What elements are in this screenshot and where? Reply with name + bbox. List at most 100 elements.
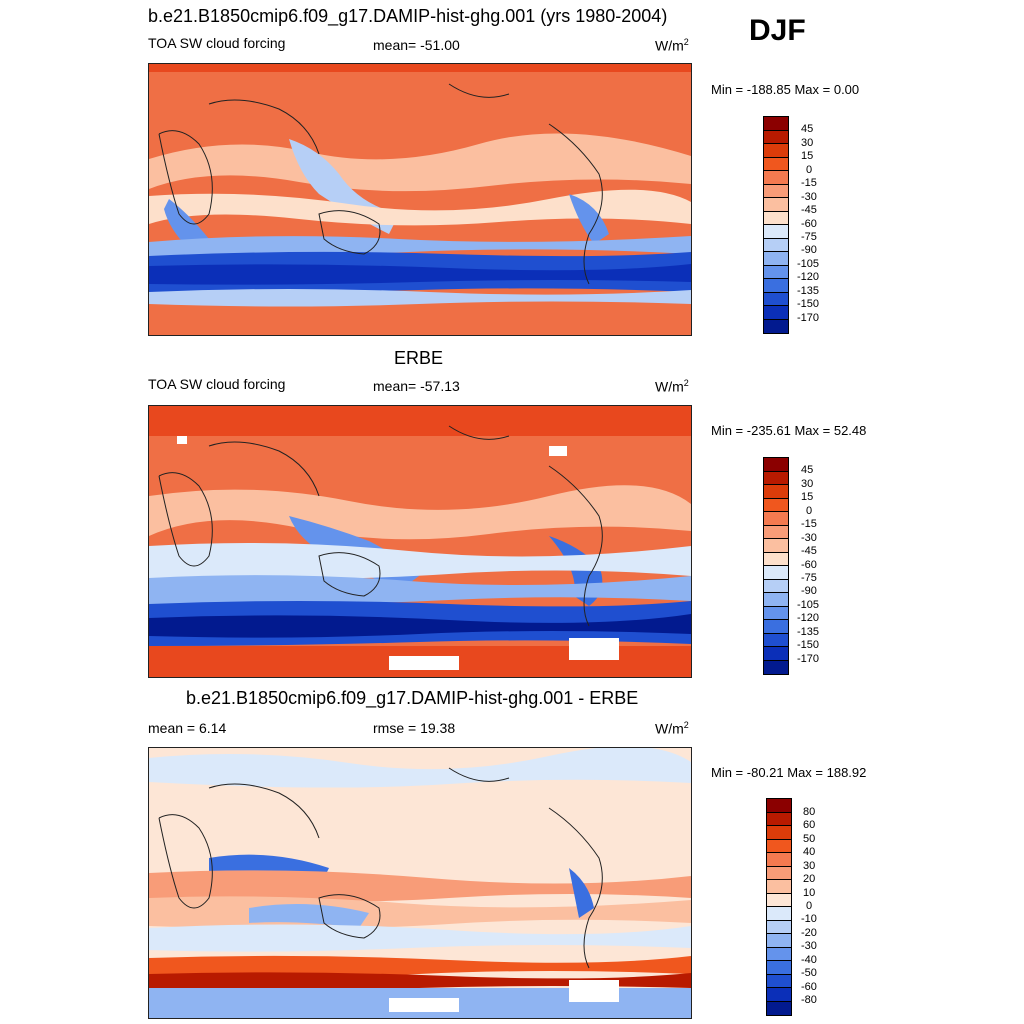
colorbar-swatch bbox=[764, 198, 788, 212]
colorbar-swatch bbox=[767, 840, 791, 853]
panel-3-min-max: Min = -80.21 Max = 188.92 bbox=[711, 765, 867, 780]
panel-3-title: b.e21.B1850cmip6.f09_g17.DAMIP-hist-ghg.… bbox=[186, 688, 639, 708]
colorbar-swatch bbox=[764, 266, 788, 279]
colorbar-tick: -15 bbox=[801, 518, 817, 530]
colorbar-swatch bbox=[767, 975, 791, 988]
colorbar-swatch bbox=[767, 1002, 791, 1015]
season-label: DJF bbox=[749, 14, 806, 47]
panel-2-min-max: Min = -235.61 Max = 52.48 bbox=[711, 423, 867, 438]
colorbar-tick: -80 bbox=[801, 994, 817, 1006]
colorbar-tick: 45 bbox=[801, 464, 814, 476]
colorbar-tick: 30 bbox=[801, 478, 814, 490]
colorbar-tick: -170 bbox=[797, 653, 820, 665]
colorbar-tick: -15 bbox=[801, 177, 817, 189]
colorbar-swatch bbox=[764, 225, 788, 239]
colorbar-swatch bbox=[764, 252, 788, 266]
colorbar-swatch bbox=[767, 894, 791, 907]
panel-1-colorbar bbox=[763, 116, 789, 334]
colorbar-swatch bbox=[764, 580, 788, 593]
panel-2-mean-label: mean= -57.13 bbox=[373, 378, 460, 394]
colorbar-swatch bbox=[764, 212, 788, 225]
colorbar-tick: 80 bbox=[803, 806, 816, 818]
colorbar-swatch bbox=[764, 647, 788, 661]
colorbar-swatch bbox=[764, 320, 788, 333]
colorbar-swatch bbox=[767, 934, 791, 948]
colorbar-tick: 40 bbox=[803, 846, 816, 858]
colorbar-swatch bbox=[764, 131, 788, 144]
colorbar-swatch bbox=[764, 158, 788, 171]
colorbar-tick: -20 bbox=[801, 927, 817, 939]
colorbar-tick: -150 bbox=[797, 298, 820, 310]
panel-1-title: b.e21.B1850cmip6.f09_g17.DAMIP-hist-ghg.… bbox=[148, 6, 668, 26]
colorbar-tick: 30 bbox=[801, 137, 814, 149]
colorbar-tick: 60 bbox=[803, 819, 816, 831]
colorbar-tick: -30 bbox=[801, 532, 817, 544]
colorbar-tick: -60 bbox=[801, 218, 817, 230]
colorbar-swatch bbox=[764, 499, 788, 512]
panel-1-map bbox=[148, 63, 692, 336]
colorbar-swatch bbox=[767, 799, 791, 813]
colorbar-swatch bbox=[764, 485, 788, 499]
panel-2-title: ERBE bbox=[394, 348, 444, 368]
panel-3-units: W/m2 bbox=[655, 720, 689, 737]
panel-1-mean-label: mean= -51.00 bbox=[373, 37, 460, 53]
colorbar-swatch bbox=[767, 880, 791, 894]
colorbar-tick: 15 bbox=[801, 150, 814, 162]
colorbar-tick: -135 bbox=[797, 285, 820, 297]
colorbar-tick: -170 bbox=[797, 312, 820, 324]
colorbar-swatch bbox=[767, 948, 791, 961]
colorbar-tick: 0 bbox=[806, 900, 813, 912]
colorbar-swatch bbox=[767, 907, 791, 921]
colorbar-swatch bbox=[767, 853, 791, 867]
panel-2-colorbar bbox=[763, 457, 789, 675]
colorbar-swatch bbox=[767, 921, 791, 934]
colorbar-swatch bbox=[764, 185, 788, 198]
colorbar-tick: -135 bbox=[797, 626, 820, 638]
colorbar-swatch bbox=[764, 593, 788, 607]
colorbar-tick: -60 bbox=[801, 559, 817, 571]
colorbar-swatch bbox=[764, 661, 788, 674]
colorbar-tick: -30 bbox=[801, 191, 817, 203]
panel-1-units: W/m2 bbox=[655, 37, 689, 54]
colorbar-tick: -150 bbox=[797, 639, 820, 651]
colorbar-swatch bbox=[764, 512, 788, 526]
panel-2-map bbox=[148, 405, 692, 678]
colorbar-swatch bbox=[764, 239, 788, 252]
colorbar-tick: -75 bbox=[801, 572, 817, 584]
colorbar-swatch bbox=[767, 961, 791, 975]
panel-3-map bbox=[148, 747, 692, 1019]
colorbar-swatch bbox=[764, 553, 788, 566]
colorbar-tick: -50 bbox=[801, 967, 817, 979]
panel-2-variable-label: TOA SW cloud forcing bbox=[148, 376, 286, 392]
colorbar-tick: -90 bbox=[801, 585, 817, 597]
colorbar-swatch bbox=[764, 144, 788, 158]
colorbar-swatch bbox=[764, 117, 788, 131]
colorbar-swatch bbox=[764, 566, 788, 580]
colorbar-swatch bbox=[764, 526, 788, 539]
colorbar-swatch bbox=[764, 472, 788, 485]
colorbar-swatch bbox=[764, 620, 788, 634]
colorbar-swatch bbox=[767, 988, 791, 1002]
panel-2-units: W/m2 bbox=[655, 378, 689, 395]
colorbar-swatch bbox=[767, 826, 791, 840]
colorbar-tick: 20 bbox=[803, 873, 816, 885]
colorbar-tick: 15 bbox=[801, 491, 814, 503]
panel-1-variable-label: TOA SW cloud forcing bbox=[148, 35, 286, 51]
colorbar-tick: 0 bbox=[806, 505, 813, 517]
colorbar-tick: -60 bbox=[801, 981, 817, 993]
colorbar-swatch bbox=[764, 607, 788, 620]
panel-3-colorbar bbox=[766, 798, 792, 1016]
colorbar-tick: -105 bbox=[797, 599, 820, 611]
colorbar-swatch bbox=[764, 539, 788, 553]
colorbar-swatch bbox=[764, 171, 788, 185]
colorbar-tick: 50 bbox=[803, 833, 816, 845]
panel-3-rmse-label: rmse = 19.38 bbox=[373, 720, 456, 736]
panel-1-min-max: Min = -188.85 Max = 0.00 bbox=[711, 82, 860, 97]
colorbar-tick: -75 bbox=[801, 231, 817, 243]
colorbar-tick: -120 bbox=[797, 271, 820, 283]
colorbar-tick: -30 bbox=[801, 940, 817, 952]
colorbar-swatch bbox=[767, 867, 791, 880]
colorbar-tick: 0 bbox=[806, 164, 813, 176]
panel-3-mean-label: mean = 6.14 bbox=[148, 720, 227, 736]
colorbar-tick: -90 bbox=[801, 244, 817, 256]
